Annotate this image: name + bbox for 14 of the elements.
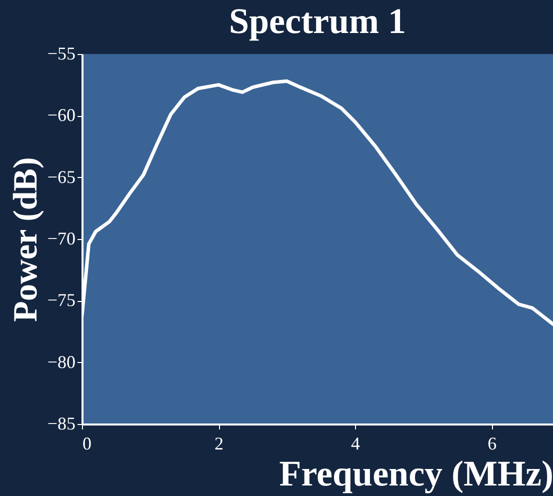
y-tick-label: −70 [47, 228, 76, 248]
x-axis-title: Frequency (MHz) [279, 454, 553, 494]
y-tick-label: −55 [47, 44, 76, 64]
y-tick-label: −60 [47, 105, 76, 126]
x-tick-label: 0 [82, 434, 92, 454]
y-tick-label: −85 [47, 414, 76, 434]
y-tick-label: −80 [47, 352, 76, 372]
chart-title: Spectrum 1 [229, 1, 406, 41]
x-tick-label: 4 [351, 434, 360, 454]
y-axis-title: Power (dB) [7, 157, 44, 322]
y-tick-label: −65 [47, 166, 76, 187]
x-tick-label: 2 [214, 434, 224, 454]
x-tick-label: 6 [488, 434, 497, 454]
y-tick-label: −75 [47, 290, 76, 310]
